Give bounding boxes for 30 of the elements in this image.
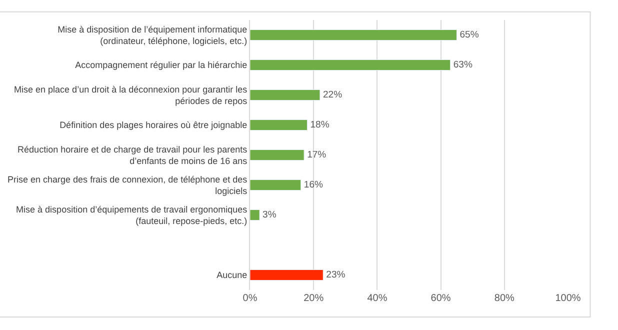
x-tick-label: 20% (304, 293, 324, 304)
data-label: 65% (460, 29, 480, 40)
bar (250, 180, 302, 190)
y-tick-label: Accompagnement régulier par la hiérarchie (75, 60, 248, 70)
data-label: 22% (322, 89, 343, 100)
bar (250, 60, 451, 70)
data-label: 63% (453, 59, 473, 70)
x-tick-label: 40% (367, 293, 388, 304)
y-tick-label: Mise à disposition d’équipements de travail ergonomiques (fauteuil, repose-pieds, etc.) (16, 204, 248, 226)
y-tick-label: Prise en charge des frais de connexion, de téléphone et des logiciels (8, 174, 248, 196)
data-label: 18% (310, 119, 330, 130)
data-label: 3% (262, 209, 277, 220)
y-tick-label: Réduction horaire et de charge de travail pour les parents d’enfants de moins de 16 ans (18, 144, 248, 166)
x-tick-label: 60% (430, 293, 451, 304)
bar (250, 270, 324, 280)
x-tick-label: 80% (494, 293, 515, 304)
bar (250, 120, 308, 130)
x-tick-label: 0% (242, 293, 258, 304)
bar (250, 90, 320, 100)
y-tick-label: Aucune (216, 270, 248, 280)
bar (250, 30, 457, 40)
bar (250, 210, 260, 220)
y-tick-label: Définition des plages horaires où être joignable (60, 120, 248, 130)
data-label: 17% (307, 149, 327, 160)
bar (250, 150, 304, 160)
y-tick-label: Mise en place d’un droit à la déconnexion pour garantir les périodes de repos (14, 84, 248, 106)
x-tick-label: 100% (555, 293, 581, 304)
y-tick-label: Mise à disposition de l’équipement informatique (ordinateur, téléphone, logiciels, etc.) (58, 24, 248, 46)
data-label: 23% (326, 269, 346, 280)
data-label: 16% (304, 179, 324, 190)
